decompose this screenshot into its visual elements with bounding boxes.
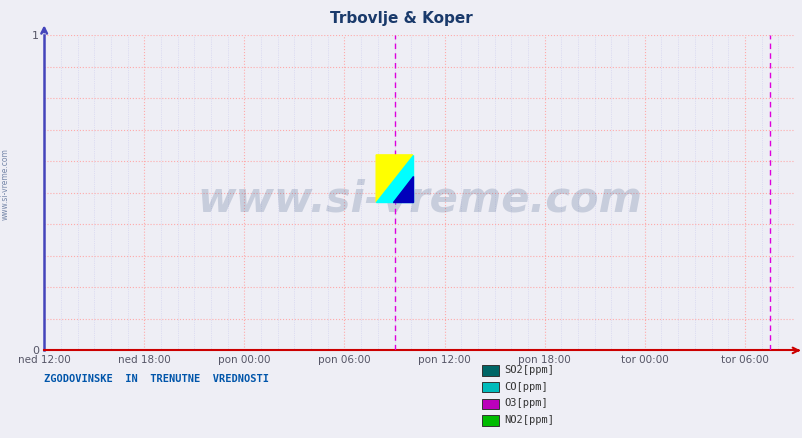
Text: O3[ppm]: O3[ppm] xyxy=(504,399,547,408)
Text: NO2[ppm]: NO2[ppm] xyxy=(504,415,553,425)
Polygon shape xyxy=(392,176,412,202)
Text: www.si-vreme.com: www.si-vreme.com xyxy=(0,148,10,220)
Text: www.si-vreme.com: www.si-vreme.com xyxy=(196,178,642,220)
Polygon shape xyxy=(375,155,412,202)
Text: CO[ppm]: CO[ppm] xyxy=(504,382,547,392)
Text: SO2[ppm]: SO2[ppm] xyxy=(504,365,553,375)
Text: ZGODOVINSKE  IN  TRENUTNE  VREDNOSTI: ZGODOVINSKE IN TRENUTNE VREDNOSTI xyxy=(44,374,269,385)
Text: Trbovlje & Koper: Trbovlje & Koper xyxy=(330,11,472,26)
Polygon shape xyxy=(375,155,412,202)
